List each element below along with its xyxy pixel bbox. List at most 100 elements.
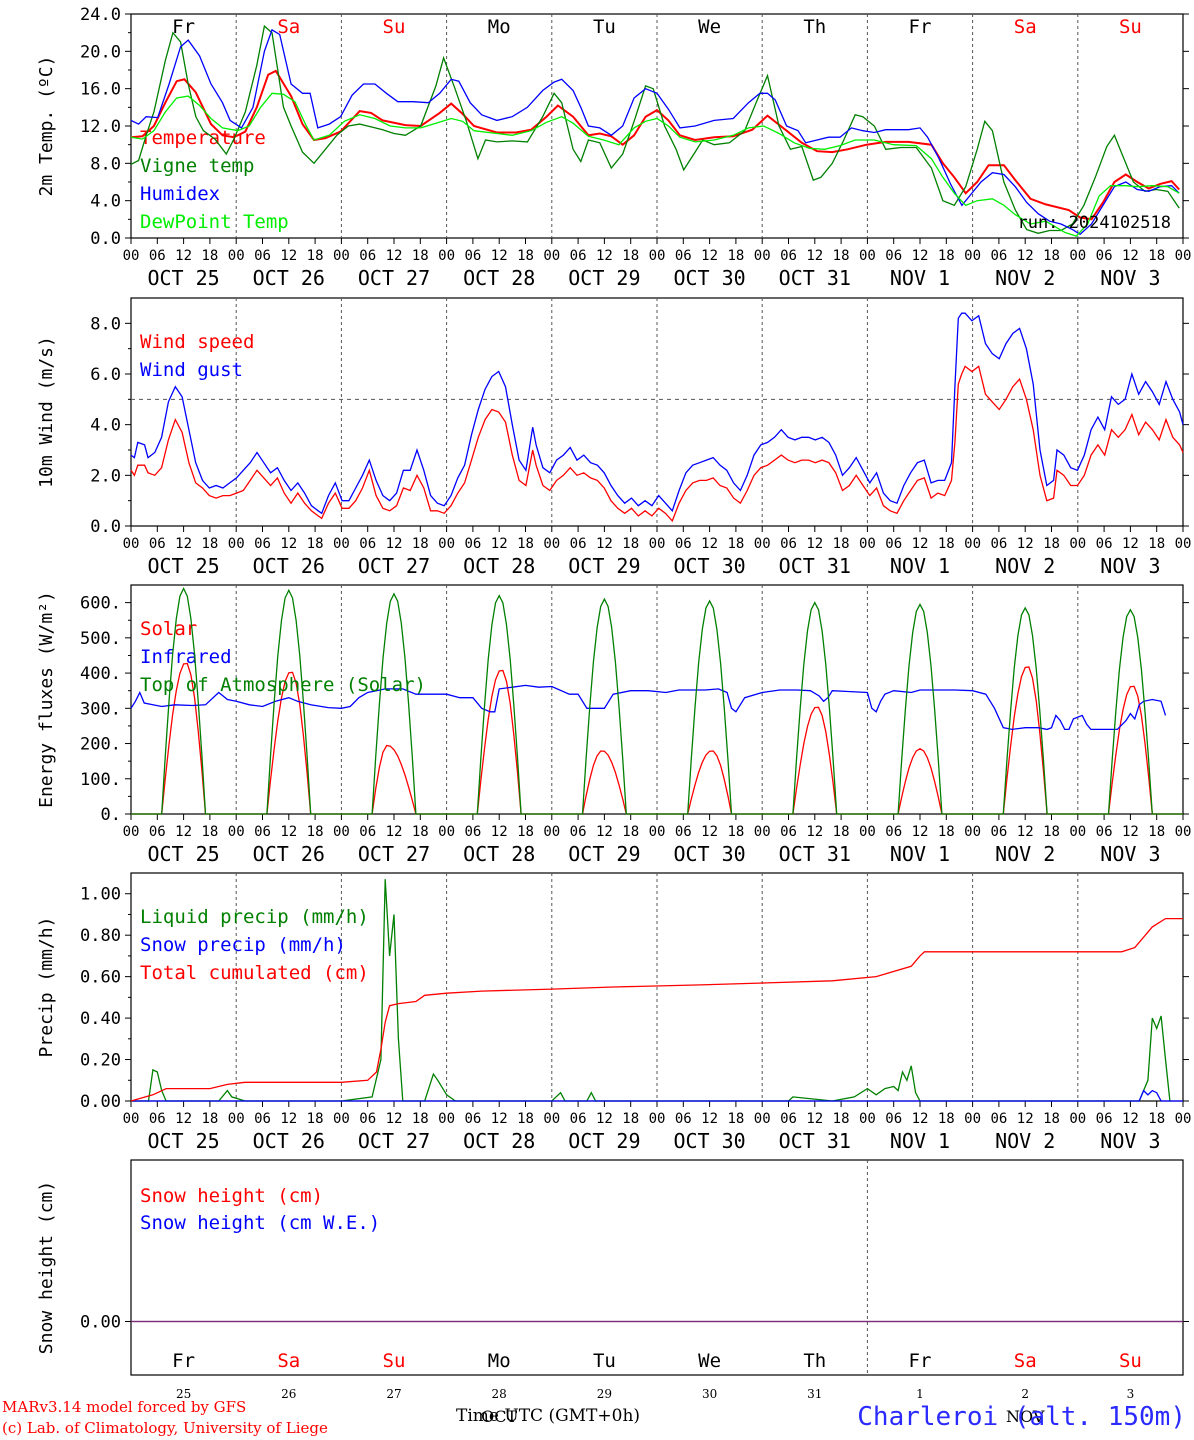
x-hour-label: 06 (570, 1111, 587, 1127)
x-hour-label: 00 (964, 824, 981, 840)
x-hour-label: 12 (1122, 536, 1139, 552)
x-hour-label: 00 (438, 824, 455, 840)
x-date-label: NOV 3 (1100, 1129, 1160, 1153)
x-hour-label: 06 (780, 1111, 797, 1127)
x-hour-label: 12 (701, 1111, 718, 1127)
x-hour-label: 12 (596, 824, 613, 840)
x-hour-label: 06 (990, 536, 1007, 552)
y-tick-label: 4.0 (90, 416, 121, 436)
x-hour-label: 00 (859, 536, 876, 552)
x-day-number: 29 (597, 1387, 612, 1401)
x-hour-label: 00 (964, 248, 981, 264)
x-hour-label: 12 (386, 824, 403, 840)
x-hour-label: 06 (990, 248, 1007, 264)
x-hour-label: 00 (543, 536, 560, 552)
x-hour-label: 06 (570, 248, 587, 264)
x-hour-label: 00 (543, 1111, 560, 1127)
x-date-label: NOV 1 (890, 1129, 950, 1153)
day-of-week-label: Th (803, 1350, 826, 1372)
x-hour-label: 18 (517, 248, 534, 264)
x-hour-label: 00 (859, 248, 876, 264)
y-tick-label: 300. (80, 699, 121, 719)
x-date-label: OCT 31 (779, 266, 851, 290)
x-day-number: 28 (492, 1387, 507, 1401)
day-of-week-label: Mo (488, 16, 511, 38)
x-hour-label: 00 (1069, 248, 1086, 264)
x-date-label: OCT 29 (568, 842, 640, 866)
x-day-number: 30 (702, 1387, 717, 1401)
series-line (131, 586, 1183, 815)
x-hour-label: 12 (596, 248, 613, 264)
series-line (131, 1089, 1183, 1102)
y-tick-label: 2.0 (90, 466, 121, 486)
x-hour-label: 18 (622, 536, 639, 552)
y-tick-label: 0.00 (80, 1313, 121, 1333)
day-of-week-label: Sa (277, 16, 300, 38)
x-hour-label: 00 (123, 536, 140, 552)
x-hour-label: 00 (649, 248, 666, 264)
panel-frame (130, 13, 1184, 239)
day-of-week-label: Mo (488, 1350, 511, 1372)
x-date-label: NOV 1 (890, 266, 950, 290)
x-hour-label: 00 (1175, 248, 1192, 264)
x-hour-label: 12 (175, 1111, 192, 1127)
x-day-number: 27 (386, 1387, 401, 1401)
x-hour-label: 00 (123, 824, 140, 840)
x-hour-label: 00 (333, 536, 350, 552)
day-of-week-label: Su (1119, 1350, 1142, 1372)
x-hour-label: 00 (333, 248, 350, 264)
y-tick-label: 500. (80, 629, 121, 649)
day-of-week-label: Fr (172, 1350, 195, 1372)
x-hour-label: 12 (175, 824, 192, 840)
y-tick-label: 12.0 (80, 117, 121, 137)
x-hour-label: 18 (727, 248, 744, 264)
x-hour-label: 18 (517, 1111, 534, 1127)
x-hour-label: 12 (596, 1111, 613, 1127)
x-hour-label: 12 (175, 536, 192, 552)
series-line (130, 917, 1183, 1102)
x-hour-label: 06 (359, 248, 376, 264)
x-date-label: OCT 25 (147, 266, 219, 290)
y-tick-label: 0.00 (80, 1092, 121, 1112)
x-hour-label: 00 (333, 1111, 350, 1127)
x-hour-label: 00 (859, 1111, 876, 1127)
x-hour-label: 18 (412, 248, 429, 264)
x-hour-label: 06 (675, 824, 692, 840)
x-hour-label: 12 (912, 248, 929, 264)
x-hour-label: 12 (806, 248, 823, 264)
series-line (130, 684, 1167, 731)
x-hour-label: 12 (596, 536, 613, 552)
x-day-number: 25 (176, 1387, 191, 1401)
series-line (130, 24, 1180, 234)
x-hour-label: 00 (649, 824, 666, 840)
x-hour-label: 12 (912, 536, 929, 552)
y-axis-title: Precip (mm/h) (36, 917, 57, 1058)
x-hour-label: 18 (307, 536, 324, 552)
x-date-label: OCT 28 (463, 1129, 535, 1153)
x-hour-label: 12 (491, 824, 508, 840)
x-hour-label: 18 (201, 1111, 218, 1127)
x-hour-label: 00 (438, 536, 455, 552)
x-hour-label: 00 (438, 248, 455, 264)
x-hour-label: 00 (1175, 1111, 1192, 1127)
y-tick-label: 100. (80, 770, 121, 790)
x-hour-label: 18 (412, 1111, 429, 1127)
x-month-label: OCT (481, 1407, 517, 1426)
x-hour-label: 18 (727, 824, 744, 840)
x-date-label: OCT 25 (147, 1129, 219, 1153)
x-hour-label: 12 (386, 536, 403, 552)
x-date-label: OCT 30 (673, 1129, 745, 1153)
x-hour-label: 18 (1148, 824, 1165, 840)
x-hour-label: 06 (675, 536, 692, 552)
x-hour-label: 18 (938, 248, 955, 264)
x-hour-label: 00 (649, 536, 666, 552)
x-date-label: OCT 25 (147, 842, 219, 866)
x-hour-label: 12 (491, 536, 508, 552)
y-tick-label: 0.40 (80, 1009, 121, 1029)
x-hour-label: 12 (1017, 536, 1034, 552)
x-hour-label: 18 (307, 248, 324, 264)
legend-entry: Snow height (cm) (140, 1185, 323, 1207)
x-date-label: NOV 2 (995, 266, 1055, 290)
y-tick-label: 400. (80, 664, 121, 684)
series-line (130, 92, 1180, 237)
